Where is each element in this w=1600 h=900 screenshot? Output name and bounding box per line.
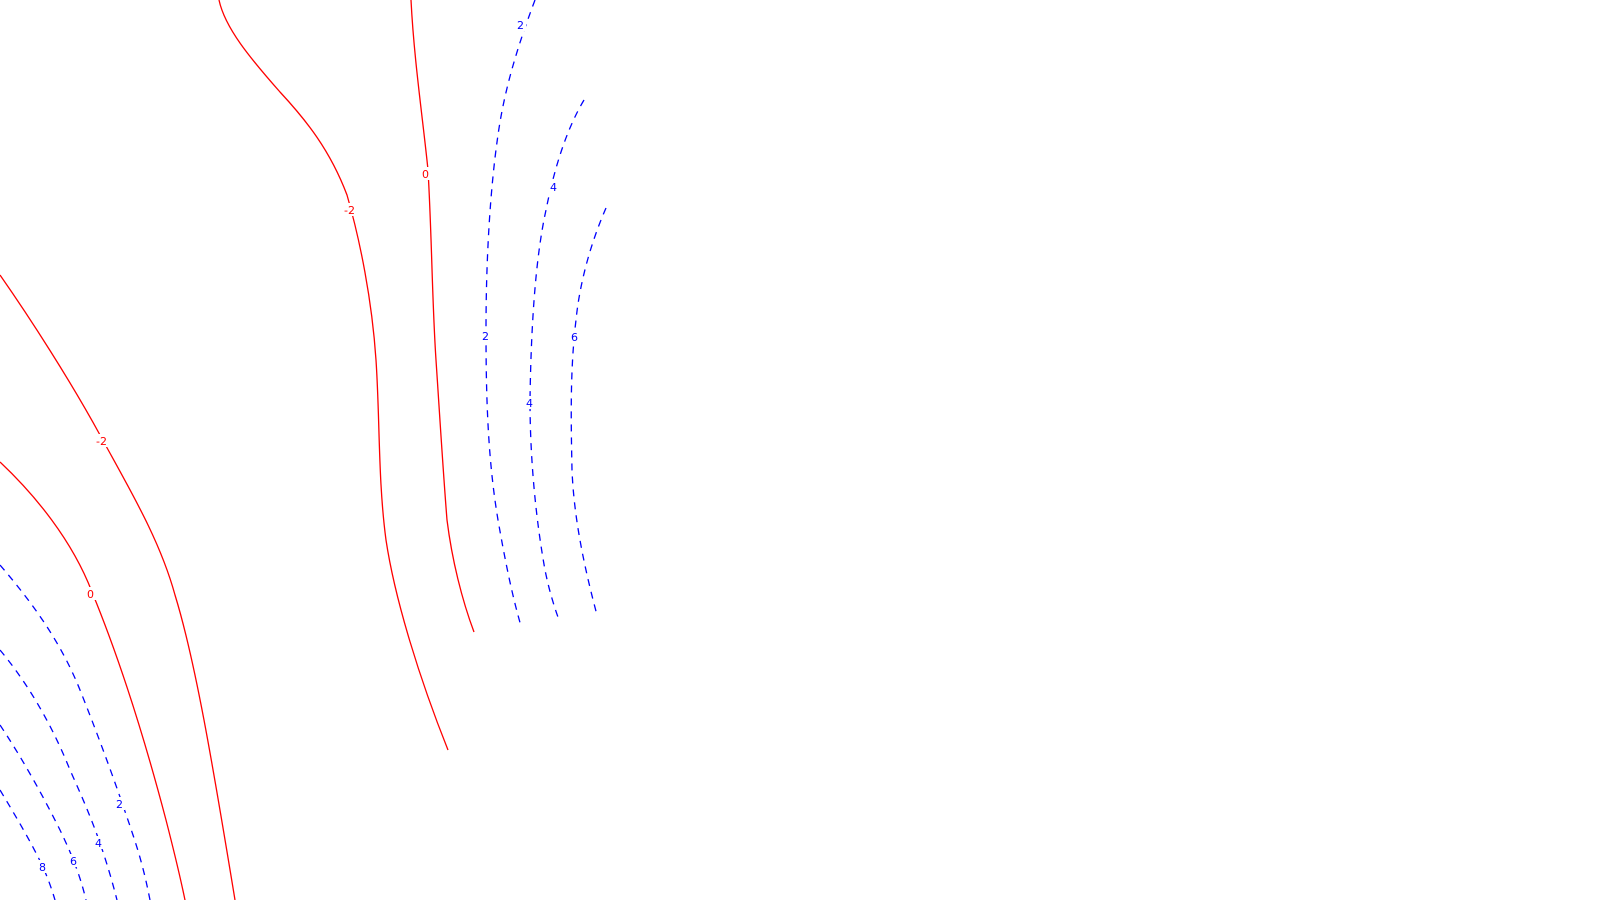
contour-label: 2 [482, 330, 489, 343]
contour-label: 4 [550, 181, 557, 194]
label-mask [516, 18, 526, 31]
contour-label: 4 [95, 837, 102, 850]
contour-label: 2 [116, 798, 123, 811]
contour-label: 8 [39, 861, 46, 874]
contour-label: 6 [70, 855, 77, 868]
contour-line-4-upper [529, 99, 585, 621]
label-mask [481, 329, 491, 342]
contour-label: 0 [87, 588, 94, 601]
contour-line-6-lower [0, 724, 87, 900]
label-mask [69, 854, 79, 867]
label-mask [94, 836, 104, 849]
label-mask [549, 180, 559, 193]
label-mask [86, 587, 96, 600]
contour-line-zero-left [0, 461, 186, 900]
contour-label: 6 [571, 331, 578, 344]
contour-line-minus2-upper [218, 0, 449, 751]
label-mask [115, 797, 125, 810]
contour-line-minus2-left [0, 274, 236, 900]
contour-label: 2 [517, 19, 524, 32]
contour-label: 4 [526, 397, 533, 410]
label-mask [343, 203, 361, 216]
contour-label: -2 [96, 435, 107, 448]
contour-line-zero-upper [410, 0, 475, 633]
label-mask [421, 167, 431, 180]
label-mask [570, 330, 580, 343]
label-mask [38, 860, 48, 873]
label-mask [525, 396, 535, 409]
label-mask [95, 434, 113, 447]
contour-label: 0 [422, 168, 429, 181]
contour-line-2-lower [0, 564, 151, 900]
contour-label: -2 [344, 204, 355, 217]
contour-line-2-upper [485, 0, 536, 627]
